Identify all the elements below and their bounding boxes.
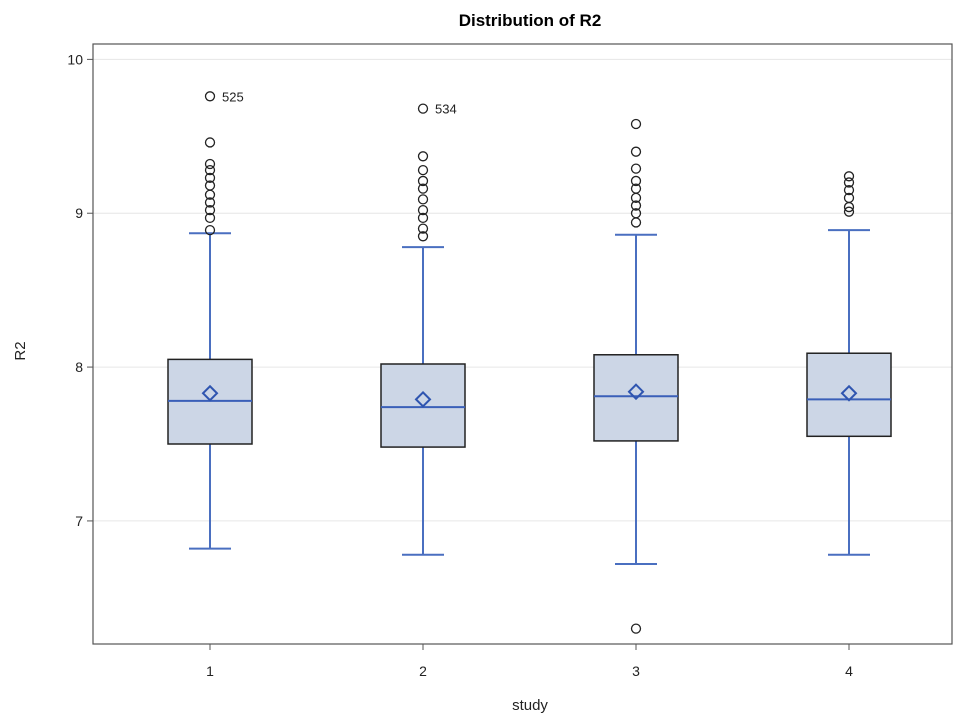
box-group — [806, 171, 892, 556]
outlier-point — [204, 137, 216, 148]
outlier-label: 525 — [222, 89, 244, 104]
outlier-point — [204, 172, 216, 183]
iqr-box — [380, 363, 466, 448]
plot-frame — [92, 43, 953, 645]
x-tick-label: 4 — [845, 663, 853, 679]
outlier-point — [204, 205, 216, 216]
x-axis: 1 2 3 4 — [206, 644, 853, 679]
outlier-point — [417, 151, 429, 162]
mean-marker — [414, 390, 432, 408]
outlier-point — [843, 192, 855, 203]
outlier-point — [204, 197, 216, 208]
y-axis: 7 8 9 10 — [67, 51, 93, 529]
mean-marker — [840, 384, 858, 402]
box-layer: 525 534 — [167, 89, 892, 634]
outlier-point — [417, 231, 429, 242]
outlier-point — [417, 223, 429, 234]
outlier-point — [630, 623, 642, 634]
outlier-point — [204, 225, 216, 236]
box-group: 534 — [380, 102, 466, 556]
outlier-point — [843, 177, 855, 188]
x-tick-label: 1 — [206, 663, 214, 679]
outlier-point — [630, 208, 642, 219]
outlier-point — [630, 200, 642, 211]
outlier-point — [417, 205, 429, 216]
outlier-point — [204, 165, 216, 176]
x-axis-label: study — [512, 697, 548, 714]
y-tick-label: 9 — [75, 205, 83, 221]
x-tick-label: 2 — [419, 663, 427, 679]
iqr-box — [806, 352, 892, 438]
outlier-label: 534 — [435, 102, 457, 117]
outlier-point — [204, 180, 216, 191]
grid-layer — [93, 58, 952, 522]
outlier-point — [417, 103, 429, 114]
outlier-point — [843, 206, 855, 217]
mean-marker — [627, 383, 645, 401]
outlier-point — [417, 212, 429, 223]
box-group: 525 — [167, 89, 253, 550]
mean-marker — [201, 384, 219, 402]
outlier-point — [204, 91, 216, 102]
outlier-point — [843, 185, 855, 196]
outlier-point — [204, 158, 216, 170]
outlier-point — [630, 118, 642, 130]
outlier-point — [630, 183, 642, 194]
y-tick-label: 7 — [75, 513, 83, 529]
y-tick-label: 10 — [67, 51, 83, 67]
chart-title: Distribution of R2 — [459, 11, 602, 30]
outlier-point — [417, 194, 429, 205]
outlier-point — [630, 217, 642, 228]
outlier-point — [843, 171, 855, 182]
x-tick-label: 3 — [632, 663, 640, 679]
outlier-point — [630, 163, 642, 174]
outlier-point — [417, 175, 429, 187]
outlier-point — [630, 175, 642, 187]
outlier-point — [417, 165, 429, 176]
outlier-point — [630, 146, 642, 157]
y-tick-label: 8 — [75, 359, 83, 375]
y-axis-label: R2 — [12, 341, 29, 360]
outlier-point — [417, 183, 429, 194]
outlier-point — [204, 212, 216, 223]
box-group — [593, 118, 679, 634]
